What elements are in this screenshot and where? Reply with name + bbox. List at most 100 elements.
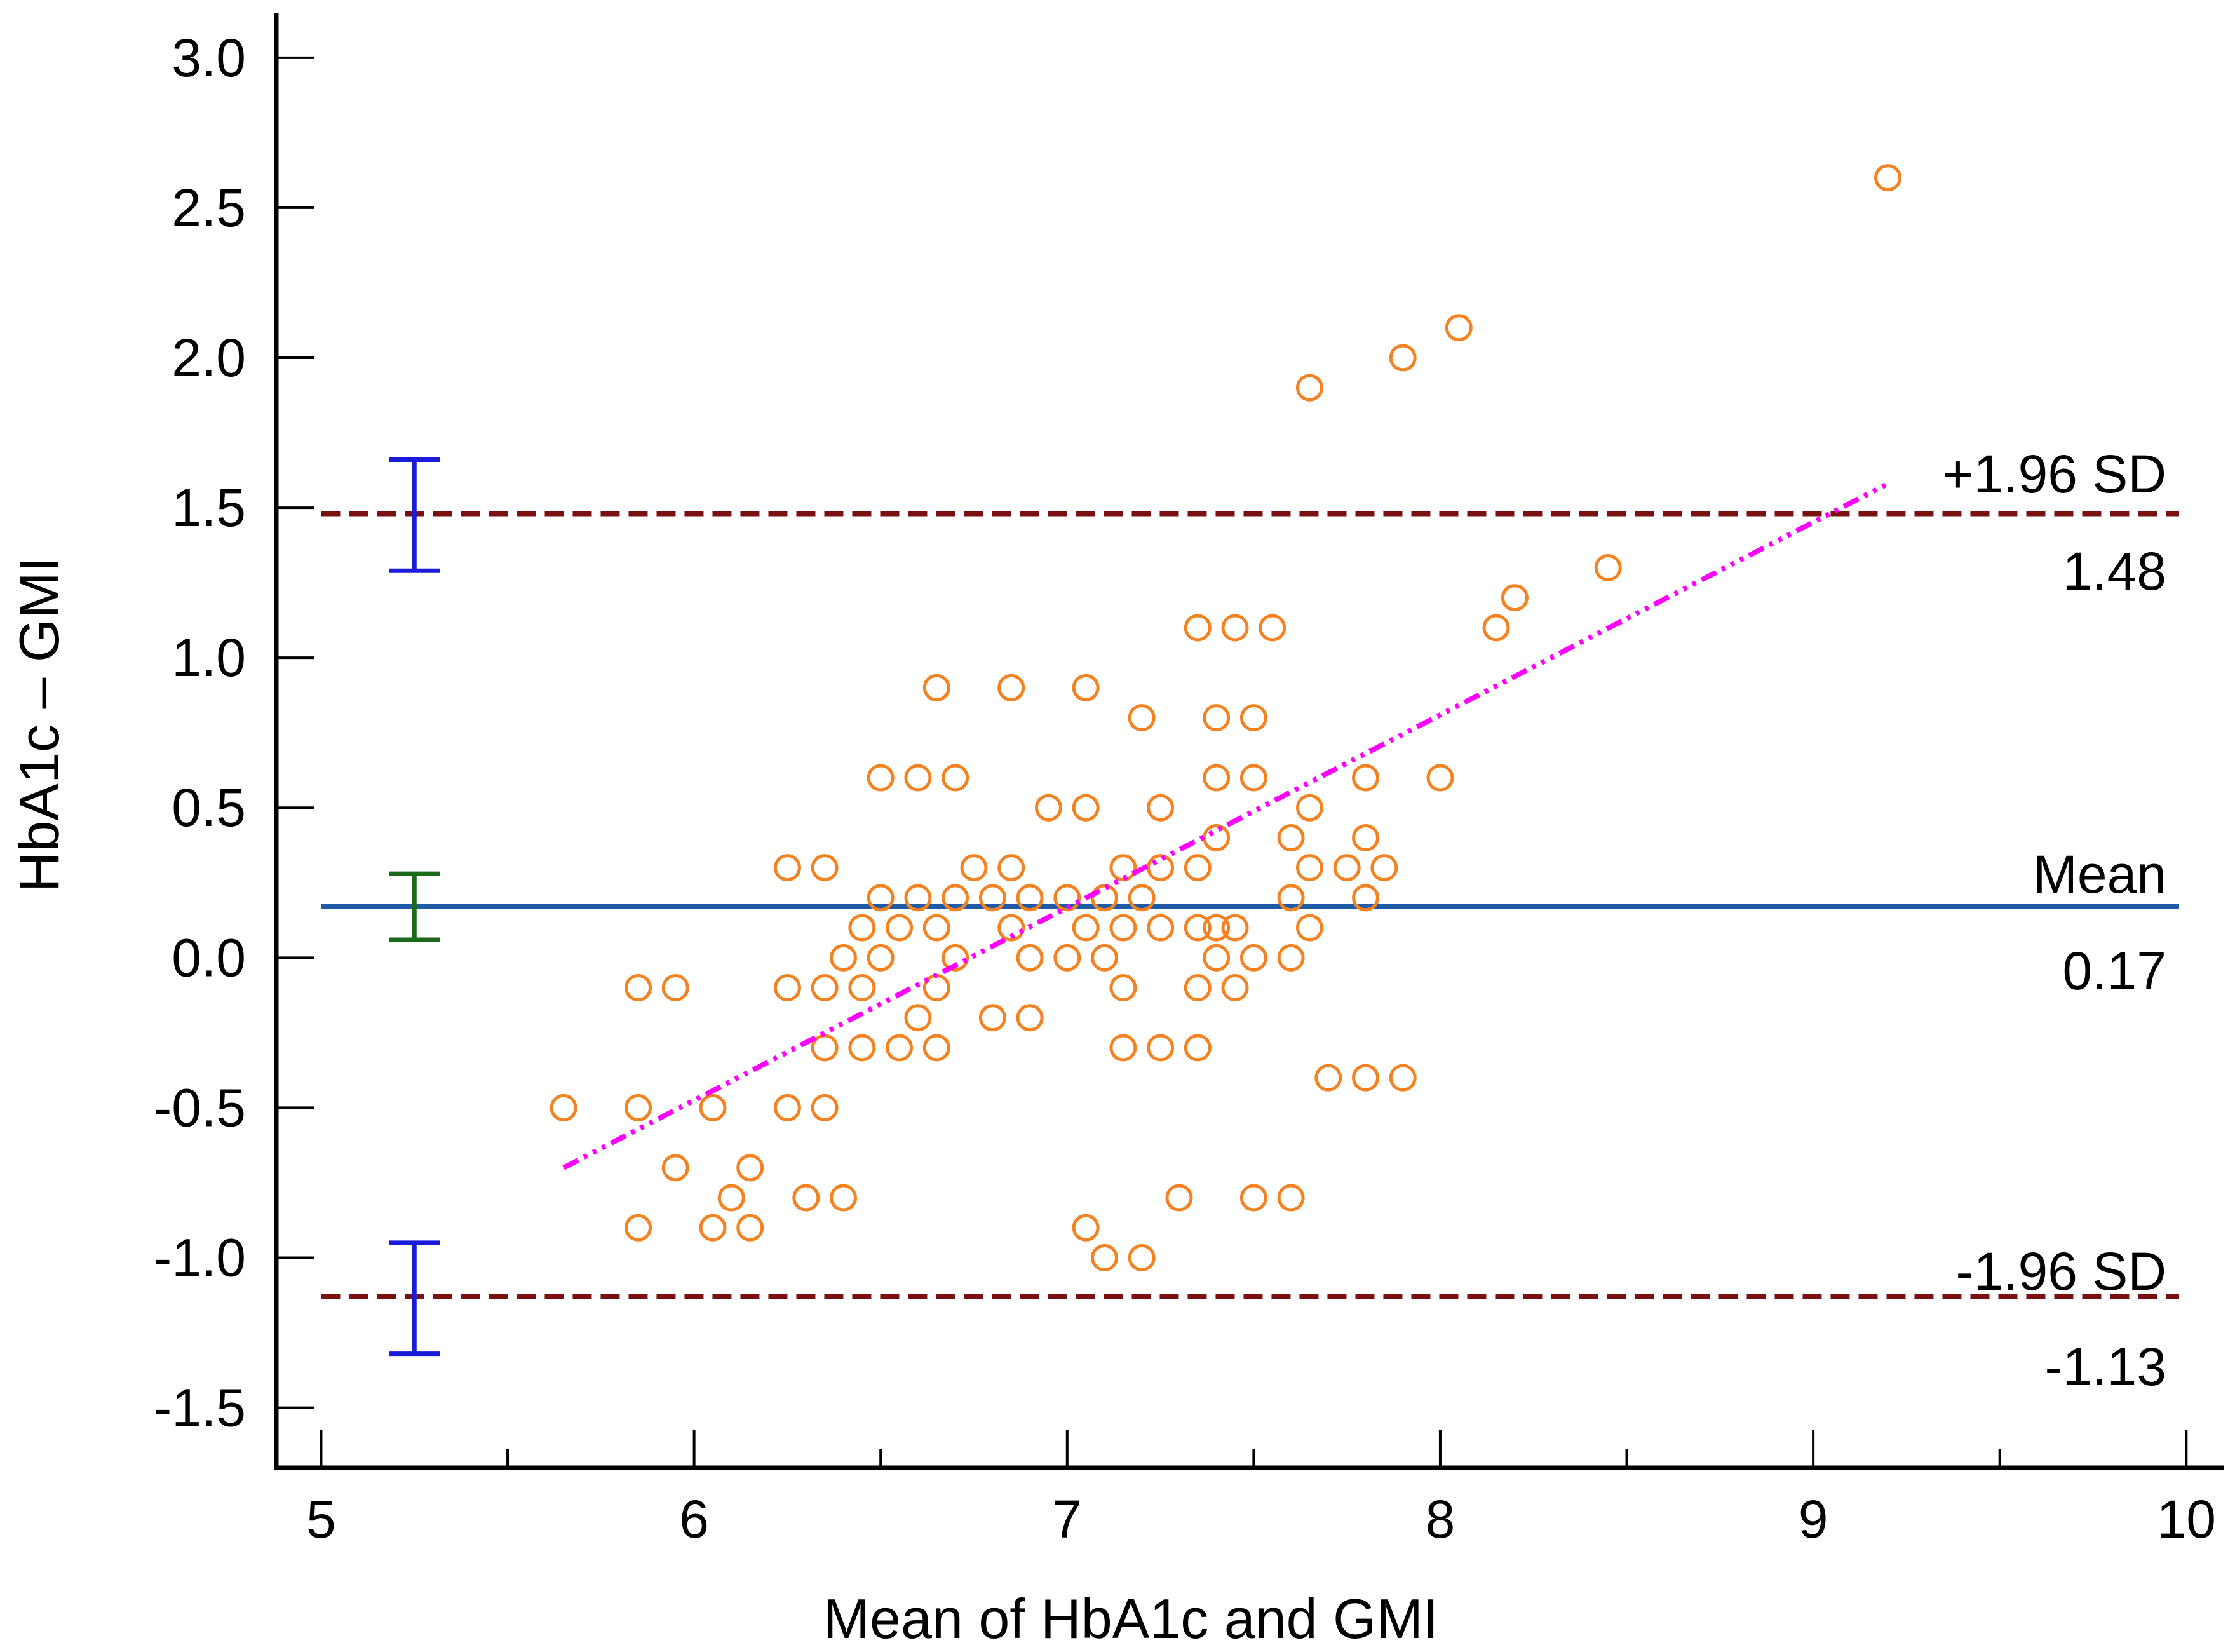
data-point xyxy=(811,974,839,1002)
data-point xyxy=(1109,1034,1137,1062)
data-point xyxy=(1109,974,1137,1002)
data-point xyxy=(1352,884,1380,912)
mean-value: 0.17 xyxy=(2063,941,2167,1001)
data-point xyxy=(1482,614,1510,642)
data-point xyxy=(867,764,895,792)
y-tick-label: 2.0 xyxy=(172,328,246,388)
y-tick-label: -1.5 xyxy=(154,1378,246,1438)
data-point xyxy=(886,914,914,942)
data-point xyxy=(848,1034,876,1062)
data-point xyxy=(625,1093,652,1121)
y-tick-label: 2.5 xyxy=(172,178,246,238)
data-point xyxy=(1370,854,1398,882)
data-point xyxy=(1295,794,1323,822)
data-point xyxy=(625,974,652,1002)
data-point xyxy=(1295,914,1323,942)
axis-ticks: -1.5 -1.0 -0.5 0.0 0.5 1.0 1.5 2.0 2.5 3.0 5 6 7 8 9 10 xyxy=(154,28,2216,1549)
data-point xyxy=(625,1214,652,1242)
data-point xyxy=(1165,1184,1193,1212)
data-point xyxy=(1147,794,1175,822)
data-point xyxy=(1277,1184,1305,1212)
lower-limit-ci xyxy=(389,1240,440,1357)
data-point xyxy=(1239,944,1267,972)
data-point xyxy=(1295,374,1323,402)
y-tick-label: -0.5 xyxy=(154,1078,246,1137)
data-point xyxy=(867,884,895,912)
data-point xyxy=(1091,944,1119,972)
data-point xyxy=(1184,854,1212,882)
y-axis-title: HbA1c – GMI xyxy=(8,557,71,892)
data-point xyxy=(904,764,932,792)
data-points xyxy=(550,164,1902,1271)
data-point xyxy=(978,1004,1006,1032)
y-tick-label: 3.0 xyxy=(172,28,246,88)
data-point xyxy=(1277,884,1305,912)
data-point xyxy=(1277,823,1305,851)
data-point xyxy=(997,854,1025,882)
data-point xyxy=(1501,584,1529,612)
data-point xyxy=(1874,164,1902,192)
data-point xyxy=(1072,914,1100,942)
data-point xyxy=(886,1034,914,1062)
data-point xyxy=(1147,914,1175,942)
y-tick-label: 0.0 xyxy=(172,928,246,987)
data-point xyxy=(1184,614,1212,642)
data-point xyxy=(1203,764,1231,792)
data-point xyxy=(1184,974,1212,1002)
data-point xyxy=(1109,854,1137,882)
data-point xyxy=(1147,1034,1175,1062)
data-point xyxy=(1239,764,1267,792)
data-point xyxy=(1184,1034,1212,1062)
data-point xyxy=(1352,823,1380,851)
data-point xyxy=(1128,884,1156,912)
data-point xyxy=(1128,1243,1156,1271)
data-point xyxy=(1203,823,1231,851)
data-point xyxy=(942,884,969,912)
data-point xyxy=(811,854,839,882)
data-point xyxy=(1426,764,1454,792)
data-point xyxy=(1016,1004,1044,1032)
upper-limit-label: +1.96 SD xyxy=(1942,444,2166,504)
data-point xyxy=(1034,794,1062,822)
upper-limit-value: 1.48 xyxy=(2063,541,2167,601)
data-point xyxy=(997,914,1025,942)
x-tick-label: 5 xyxy=(306,1489,336,1549)
data-point xyxy=(1352,764,1380,792)
data-point xyxy=(960,854,988,882)
data-point xyxy=(848,974,876,1002)
data-point xyxy=(1091,1243,1119,1271)
data-point xyxy=(1333,854,1361,882)
regression-line xyxy=(562,481,1889,1170)
mean-label: Mean xyxy=(2033,844,2166,904)
data-point xyxy=(773,974,801,1002)
data-point xyxy=(717,1184,745,1212)
data-point xyxy=(1016,884,1044,912)
data-point xyxy=(736,1154,764,1182)
data-point xyxy=(811,1093,839,1121)
data-point xyxy=(904,884,932,912)
data-point xyxy=(1016,944,1044,972)
y-tick-label: 1.0 xyxy=(172,628,246,687)
data-point xyxy=(699,1214,727,1242)
data-point xyxy=(1445,314,1473,342)
data-point xyxy=(1277,944,1305,972)
y-tick-label: -1.0 xyxy=(154,1228,246,1287)
data-point xyxy=(1053,944,1081,972)
data-point xyxy=(922,1034,950,1062)
data-point xyxy=(1259,614,1286,642)
data-point xyxy=(1147,854,1175,882)
reference-line-labels: +1.96 SD 1.48 Mean 0.17 -1.96 SD -1.13 xyxy=(1942,444,2166,1397)
data-point xyxy=(699,1093,727,1121)
y-tick-label: 1.5 xyxy=(172,478,246,538)
data-point xyxy=(1053,884,1081,912)
x-tick-label: 10 xyxy=(2157,1489,2216,1549)
data-point xyxy=(1239,1184,1267,1212)
data-point xyxy=(1239,704,1267,732)
data-point xyxy=(1221,974,1249,1002)
y-tick-label: 0.5 xyxy=(172,778,246,837)
data-point xyxy=(904,1004,932,1032)
data-point xyxy=(661,1154,689,1182)
x-tick-label: 9 xyxy=(1799,1489,1828,1549)
data-point xyxy=(922,674,950,701)
